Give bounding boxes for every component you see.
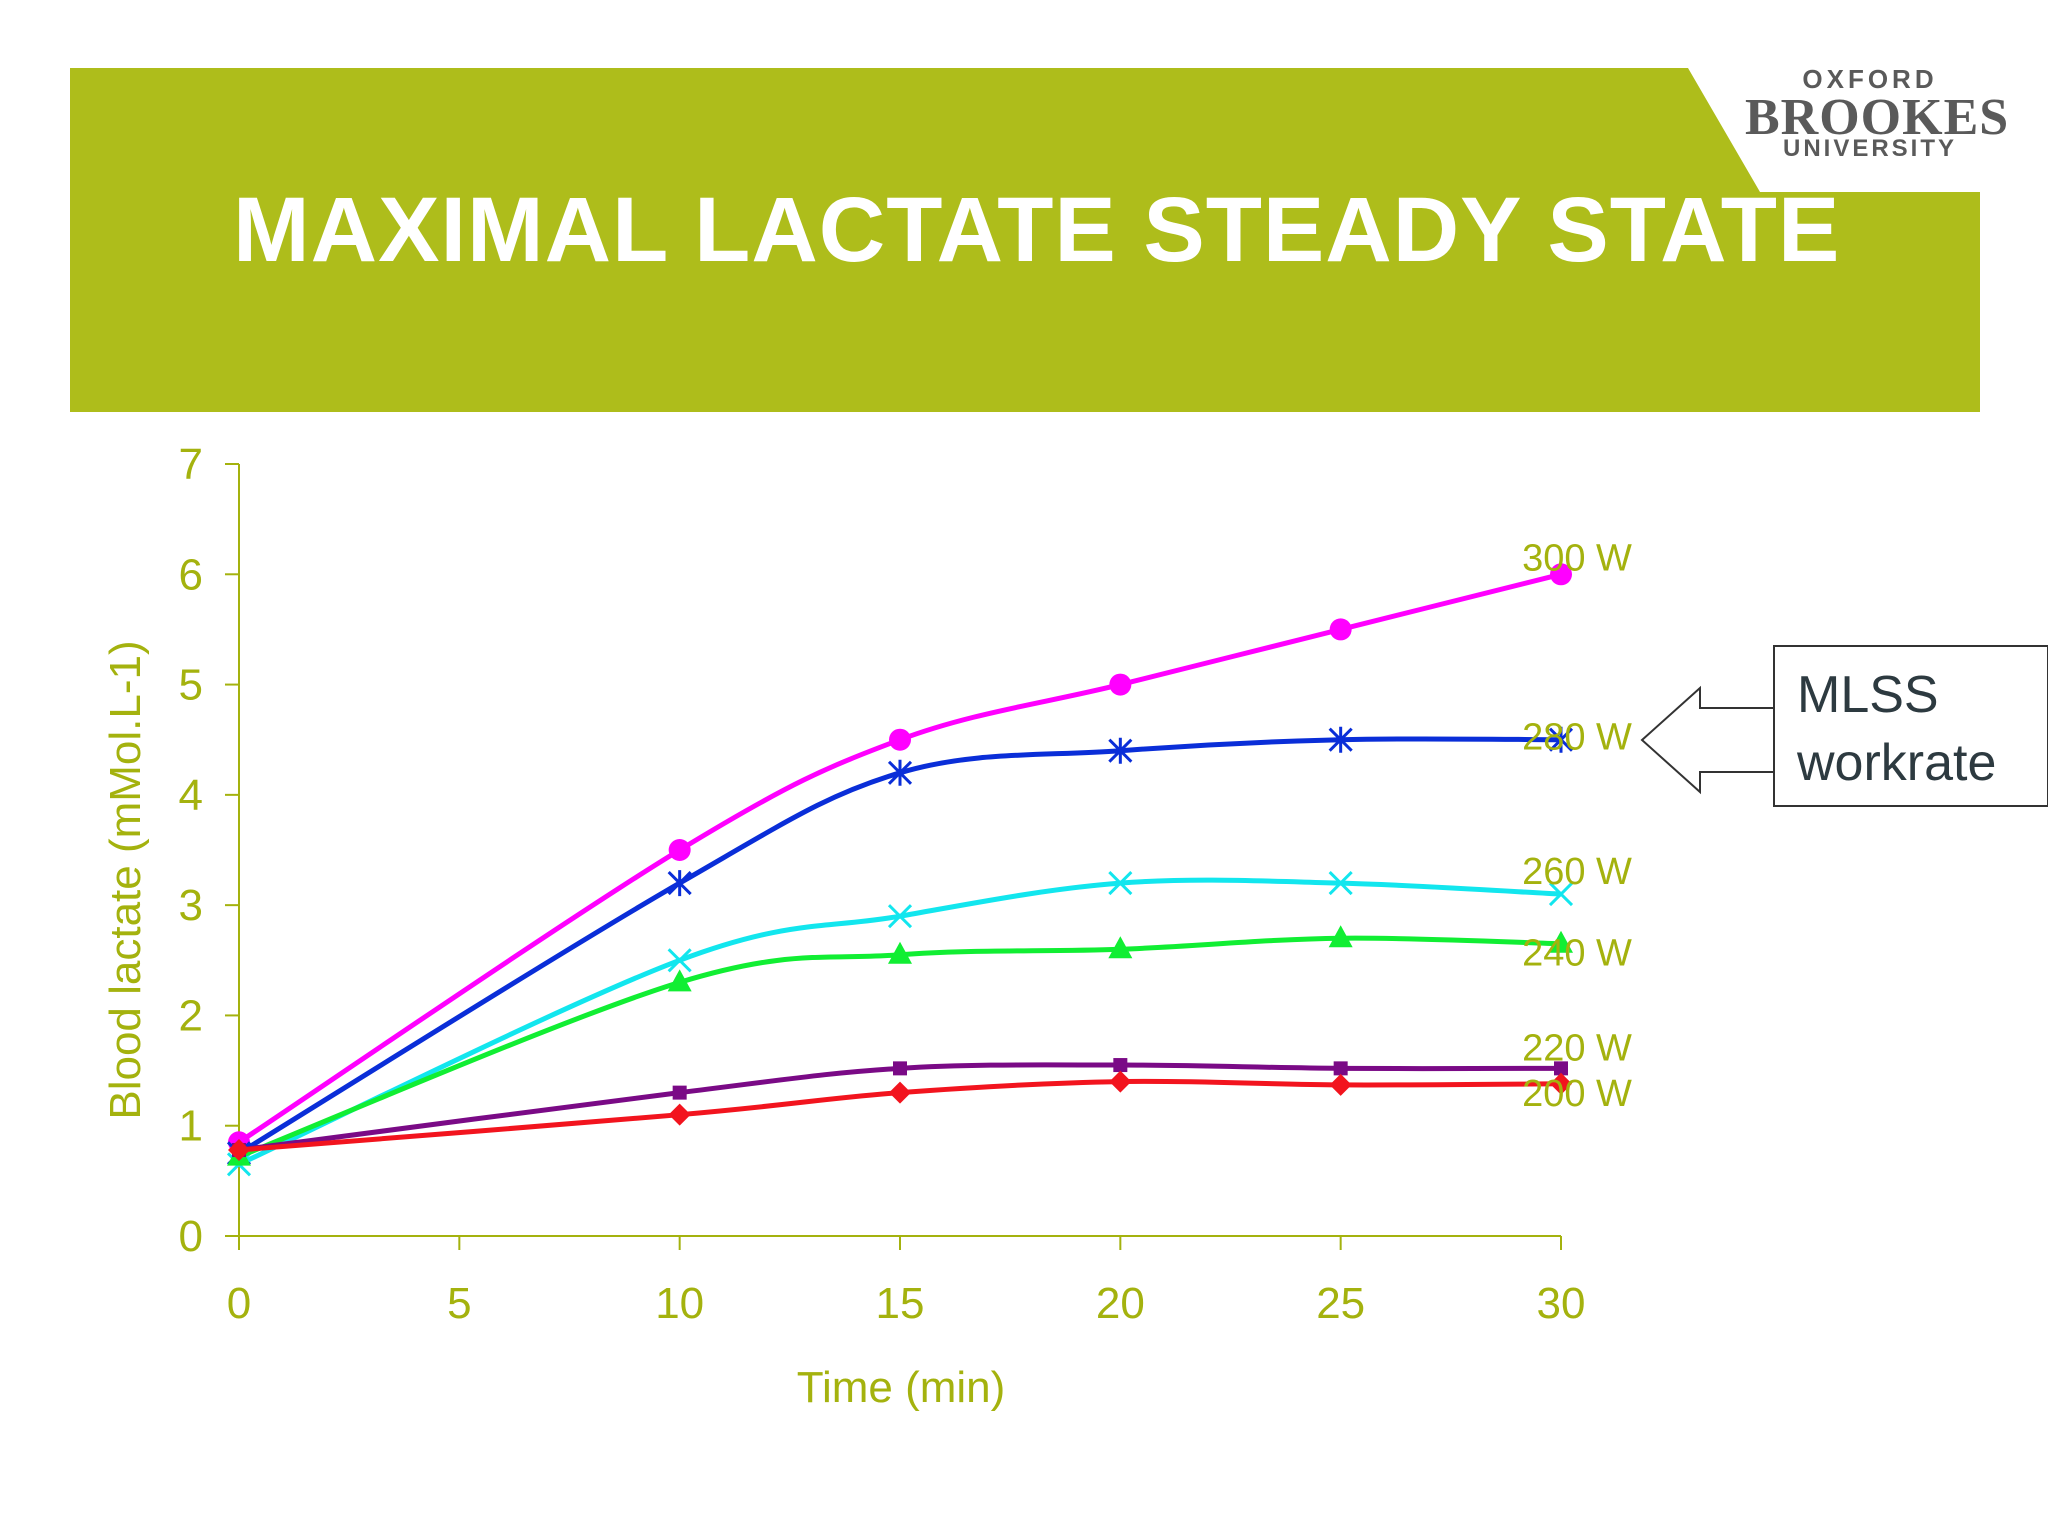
callout-text-line1: MLSS xyxy=(1797,666,1939,724)
data-point-240-w xyxy=(888,941,912,964)
title-banner xyxy=(70,68,1980,412)
series-line-220-w xyxy=(238,1062,1562,1153)
y-axis-title: Blood lactate (mMol.L-1) xyxy=(101,640,150,1119)
data-point-220-w xyxy=(672,1085,687,1100)
data-point-300-w xyxy=(889,728,911,751)
data-point-280-w xyxy=(1548,726,1574,753)
data-point-240-w xyxy=(667,969,692,992)
series-200-w xyxy=(228,1070,1572,1161)
data-point-280-w xyxy=(887,759,913,786)
data-point-220-w xyxy=(1554,1061,1568,1076)
logo-backdrop xyxy=(1688,68,1980,192)
data-point-200-w xyxy=(1329,1073,1352,1096)
y-tick-label: 6 xyxy=(179,550,203,599)
data-point-260-w xyxy=(887,904,913,929)
series-240-w xyxy=(227,925,1573,1166)
data-point-260-w xyxy=(1108,871,1133,896)
x-tick-label: 0 xyxy=(227,1279,251,1328)
data-point-200-w xyxy=(228,1138,250,1161)
series-label-260-w: 260 W xyxy=(1522,851,1632,893)
data-point-240-w xyxy=(1108,936,1133,959)
series-label-300-w: 300 W xyxy=(1522,537,1632,579)
data-point-300-w xyxy=(668,839,691,861)
data-point-200-w xyxy=(1550,1072,1572,1095)
x-tick-label: 10 xyxy=(655,1279,704,1328)
series-label-200-w: 200 W xyxy=(1522,1073,1632,1115)
data-point-260-w xyxy=(667,948,692,973)
data-point-220-w xyxy=(1113,1058,1128,1073)
data-point-300-w xyxy=(1329,618,1352,641)
x-tick-label: 5 xyxy=(447,1279,471,1328)
data-point-220-w xyxy=(1333,1061,1348,1076)
series-label-280-w: 280 W xyxy=(1522,717,1632,759)
series-line-260-w xyxy=(237,877,1562,1167)
chart-axes: 0 1 2 3 4 5 6 7 0 5 10 15 20 25 30 xyxy=(179,440,1586,1328)
data-point-280-w xyxy=(667,870,692,897)
series-line-240-w xyxy=(238,935,1562,1159)
data-point-280-w xyxy=(1108,737,1133,764)
data-point-220-w xyxy=(893,1061,907,1076)
y-tick-label: 0 xyxy=(179,1212,203,1261)
data-point-240-w xyxy=(1549,930,1573,953)
series-line-280-w xyxy=(237,736,1562,1156)
y-tick-label: 1 xyxy=(179,1102,203,1151)
data-point-280-w xyxy=(1328,726,1353,753)
series-layer xyxy=(226,563,1574,1177)
data-point-200-w xyxy=(889,1081,911,1104)
data-point-260-w xyxy=(1548,882,1574,907)
x-tick-label: 20 xyxy=(1096,1279,1145,1328)
x-tick-label: 15 xyxy=(876,1279,925,1328)
y-tick-label: 3 xyxy=(179,881,203,930)
data-point-240-w xyxy=(1328,925,1353,948)
callout-box xyxy=(1773,645,2048,807)
series-260-w xyxy=(226,871,1574,1177)
callout-arrow xyxy=(1640,685,1776,795)
data-point-200-w xyxy=(668,1103,691,1126)
data-point-260-w xyxy=(1328,871,1353,896)
y-tick-label: 2 xyxy=(179,991,203,1040)
series-line-300-w xyxy=(237,571,1562,1145)
callout-text-line2: workrate xyxy=(1796,734,1996,792)
y-tick-label: 7 xyxy=(179,440,203,489)
data-point-300-w xyxy=(1550,563,1572,586)
x-tick-label: 30 xyxy=(1537,1279,1586,1328)
data-point-300-w xyxy=(1109,673,1132,696)
slide-title: MAXIMAL LACTATE STEADY STATE xyxy=(233,179,1841,281)
series-label-220-w: 220 W xyxy=(1522,1027,1632,1069)
series-220-w xyxy=(232,1058,1568,1157)
x-axis-title: Time (min) xyxy=(797,1363,1006,1412)
series-280-w xyxy=(226,726,1574,1167)
y-tick-label: 5 xyxy=(179,661,203,710)
series-label-240-w: 240 W xyxy=(1522,933,1632,975)
x-tick-label: 25 xyxy=(1316,1279,1365,1328)
data-point-200-w xyxy=(1109,1070,1132,1093)
mlss-callout: MLSS workrate xyxy=(1640,645,2048,807)
y-tick-label: 4 xyxy=(179,771,203,820)
